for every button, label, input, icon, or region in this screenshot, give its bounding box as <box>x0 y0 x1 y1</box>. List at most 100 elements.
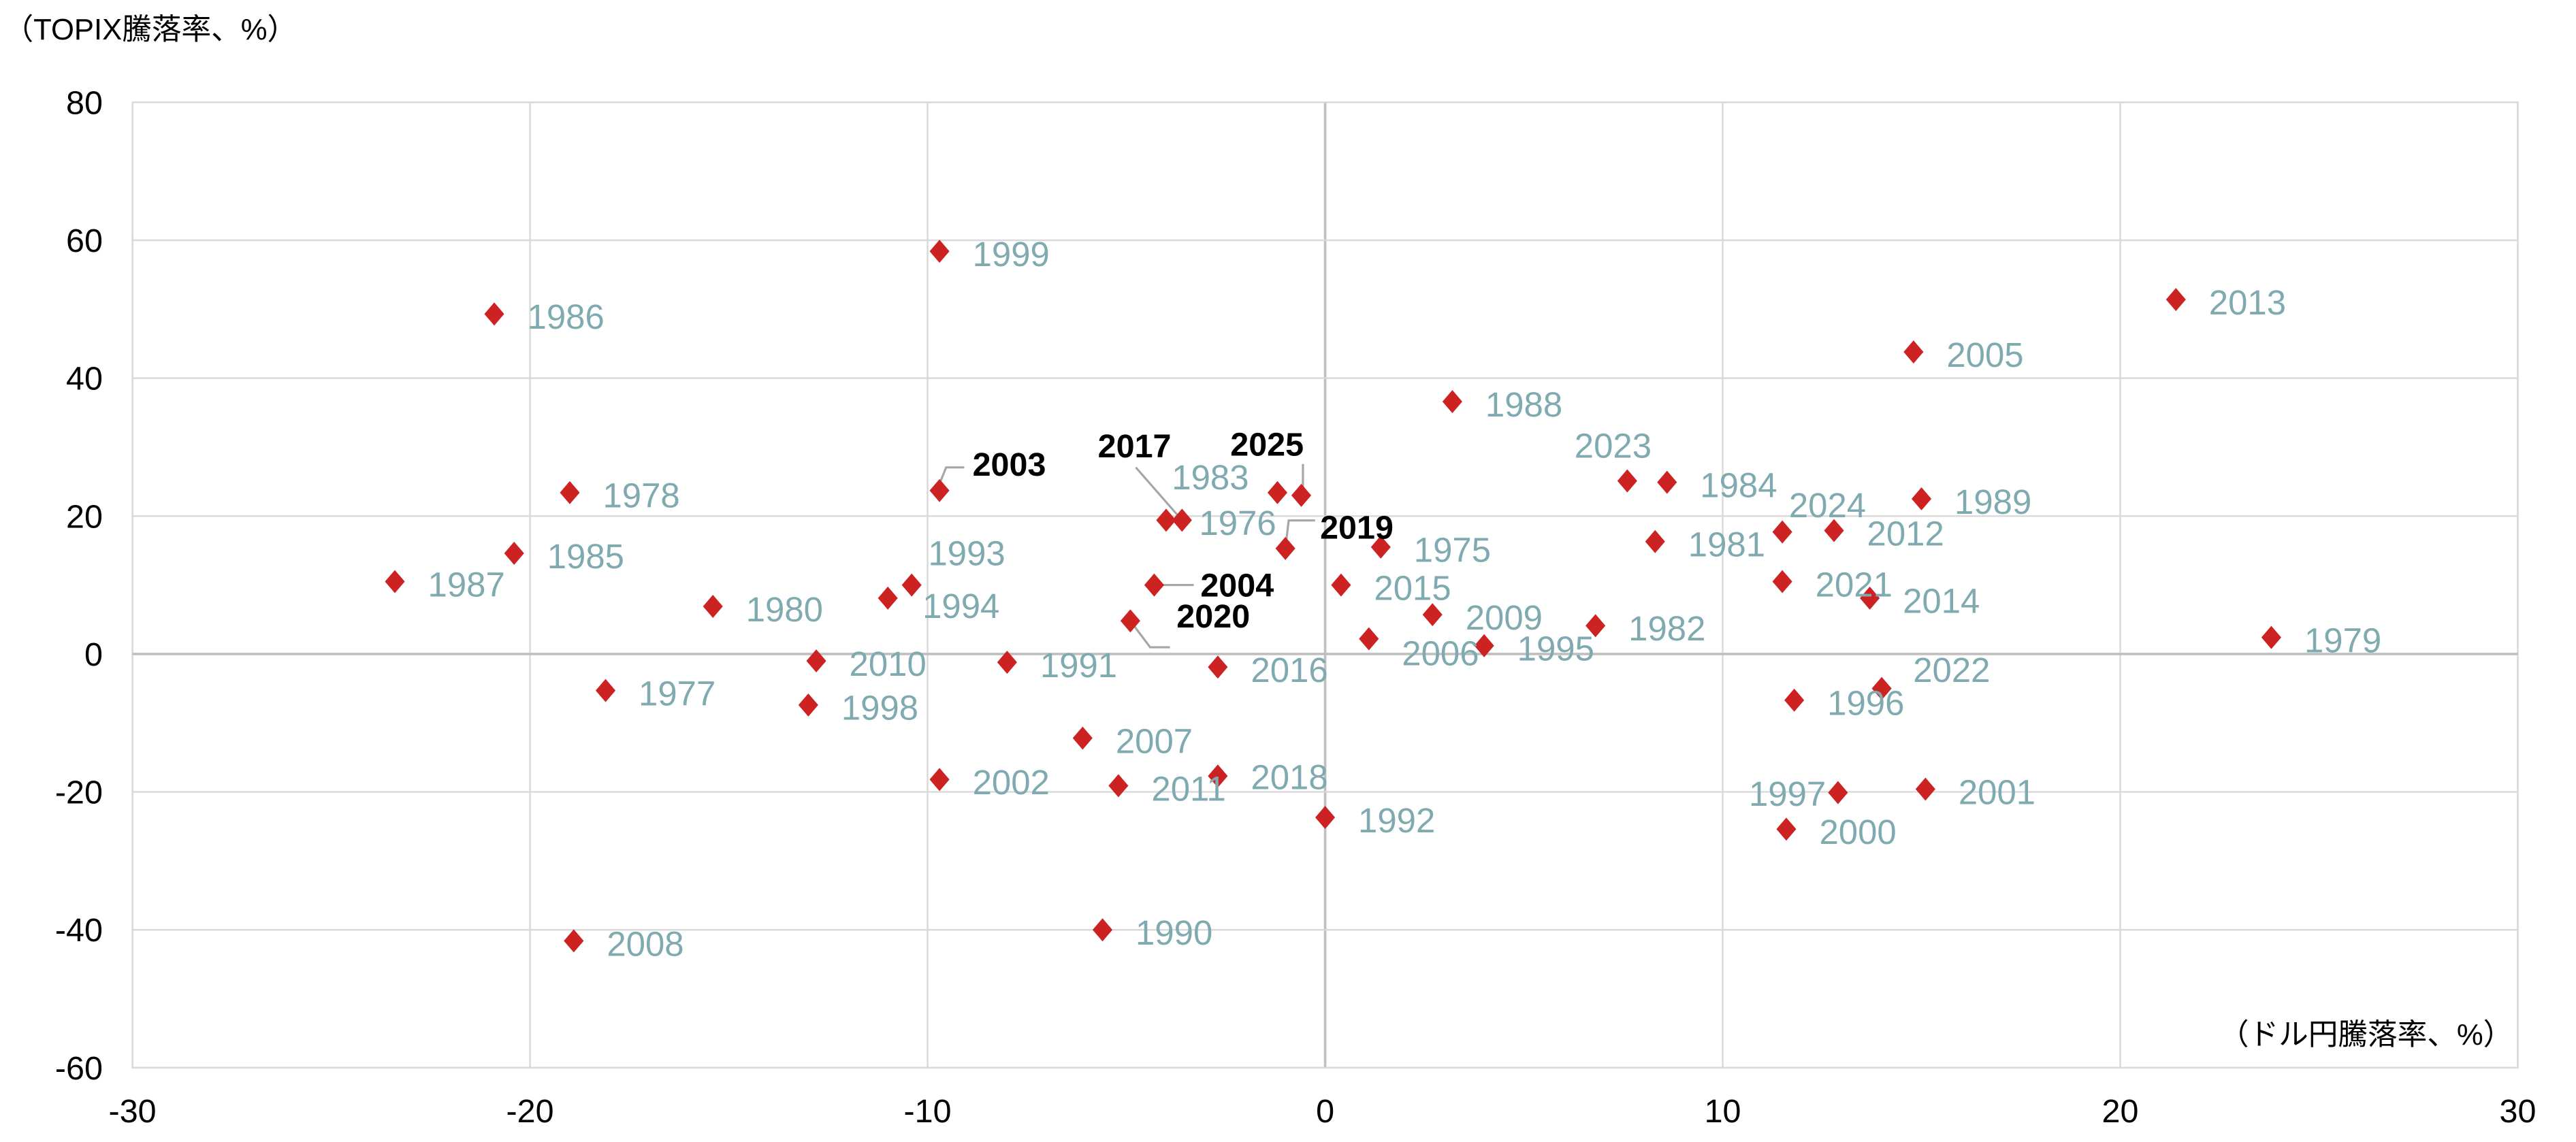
data-point-2011 <box>1108 774 1129 798</box>
point-label-1980: 1980 <box>746 590 823 629</box>
point-label-1984: 1984 <box>1700 466 1777 504</box>
point-label-2003: 2003 <box>973 446 1046 483</box>
point-label-1985: 1985 <box>547 537 624 576</box>
point-label-1992: 1992 <box>1358 801 1435 840</box>
data-point-2013 <box>2166 288 2186 312</box>
point-label-1978: 1978 <box>602 476 679 515</box>
point-label-1994: 1994 <box>922 587 999 625</box>
data-point-1992 <box>1315 806 1336 830</box>
data-point-2010 <box>806 649 826 673</box>
point-label-2023: 2023 <box>1575 427 1652 466</box>
y-tick-label: 80 <box>66 84 103 121</box>
x-tick-label: -20 <box>506 1093 554 1130</box>
data-point-1975 <box>1370 535 1391 559</box>
data-point-2006 <box>1359 627 1379 651</box>
point-label-2022: 2022 <box>1913 651 1990 689</box>
gridlines <box>131 101 2519 1069</box>
point-label-2021: 2021 <box>1816 565 1893 604</box>
point-label-2025: 2025 <box>1230 427 1304 463</box>
point-label-2016: 2016 <box>1251 651 1327 689</box>
point-label-1983: 1983 <box>1172 458 1249 497</box>
point-label-1987: 1987 <box>428 565 505 604</box>
point-label-1977: 1977 <box>639 674 715 713</box>
data-point-2014 <box>1860 586 1880 610</box>
x-axis-title: （ドル円騰落率、%） <box>2219 1018 2513 1051</box>
point-label-1982: 1982 <box>1628 609 1705 648</box>
tick-labels: -30 -20 -10 0 10 20 30 80 60 40 20 0 -20 -40 -60 <box>55 84 2537 1130</box>
y-tick-label: -40 <box>55 912 103 949</box>
point-label-2000: 2000 <box>1819 813 1896 851</box>
point-label-2008: 2008 <box>607 924 683 963</box>
point-label-1989: 1989 <box>1954 483 2031 521</box>
point-label-2014: 2014 <box>1903 582 1980 621</box>
y-axis-title: （TOPIX騰落率、%） <box>3 13 297 46</box>
y-tick-label: 20 <box>66 498 103 535</box>
point-label-1991: 1991 <box>1040 646 1117 685</box>
data-point-1976 <box>1156 508 1176 532</box>
point-label-1979: 1979 <box>2304 621 2381 659</box>
data-point-2020 <box>1120 609 1140 633</box>
data-point-2021 <box>1772 570 1792 593</box>
y-tick-label: -20 <box>55 774 103 811</box>
point-label-2024: 2024 <box>1789 486 1866 525</box>
data-point-1983 <box>1267 480 1288 504</box>
point-label-2009: 2009 <box>1466 598 1543 637</box>
point-label-2015: 2015 <box>1374 568 1451 607</box>
point-label-1988: 1988 <box>1485 385 1562 424</box>
data-point-1980 <box>703 595 723 618</box>
point-label-1990: 1990 <box>1136 913 1212 952</box>
point-label-2007: 2007 <box>1116 721 1193 760</box>
data-point-1998 <box>798 693 818 717</box>
point-label-1975: 1975 <box>1414 531 1491 570</box>
point-label-2019: 2019 <box>1320 509 1394 546</box>
data-point-1988 <box>1442 390 1462 414</box>
data-point-1981 <box>1645 529 1665 553</box>
data-point-2012 <box>1824 519 1844 542</box>
data-point-2004 <box>1144 573 1164 597</box>
data-point-2017 <box>1172 508 1192 532</box>
point-label-1986: 1986 <box>528 297 605 336</box>
point-label-2018: 2018 <box>1251 758 1327 797</box>
point-label-1993: 1993 <box>928 534 1005 573</box>
x-tick-label: 0 <box>1316 1093 1334 1130</box>
data-points <box>385 240 2281 953</box>
x-tick-label: -30 <box>109 1093 157 1130</box>
point-label-2001: 2001 <box>1959 772 2035 811</box>
leader-line <box>1129 620 1170 649</box>
data-point-2023 <box>1617 469 1637 493</box>
leader-line <box>1135 466 1183 521</box>
point-label-1981: 1981 <box>1688 525 1765 564</box>
point-label-2011: 2011 <box>1151 769 1225 808</box>
y-tick-label: 0 <box>84 636 103 673</box>
data-point-2005 <box>1903 340 1924 364</box>
data-point-1986 <box>484 302 504 326</box>
x-tick-label: 30 <box>2500 1093 2537 1130</box>
point-label-2005: 2005 <box>1946 336 2023 374</box>
data-point-1979 <box>2261 625 2281 649</box>
point-label-2006: 2006 <box>1402 634 1479 672</box>
data-point-2015 <box>1331 573 1351 597</box>
x-tick-label: 10 <box>1705 1093 1741 1130</box>
data-point-1996 <box>1784 688 1805 712</box>
point-label-1997: 1997 <box>1749 774 1826 813</box>
point-label-2002: 2002 <box>973 763 1050 802</box>
leader-line <box>938 466 965 485</box>
point-label-2010: 2010 <box>850 645 927 683</box>
y-tick-label: 60 <box>66 223 103 259</box>
point-label-2004: 2004 <box>1200 568 1274 604</box>
data-point-1989 <box>1911 487 1932 510</box>
point-label-2012: 2012 <box>1867 514 1944 553</box>
data-point-2016 <box>1208 655 1228 679</box>
data-point-2008 <box>564 929 584 953</box>
data-point-2022 <box>1871 676 1892 700</box>
point-label-2020: 2020 <box>1176 598 1250 635</box>
data-point-1997 <box>1828 781 1848 804</box>
point-label-1996: 1996 <box>1827 684 1904 723</box>
data-point-1990 <box>1092 918 1113 942</box>
data-point-1985 <box>504 542 524 565</box>
data-point-2019 <box>1275 536 1295 560</box>
y-tick-label: 40 <box>66 361 103 397</box>
point-label-1999: 1999 <box>973 235 1050 274</box>
